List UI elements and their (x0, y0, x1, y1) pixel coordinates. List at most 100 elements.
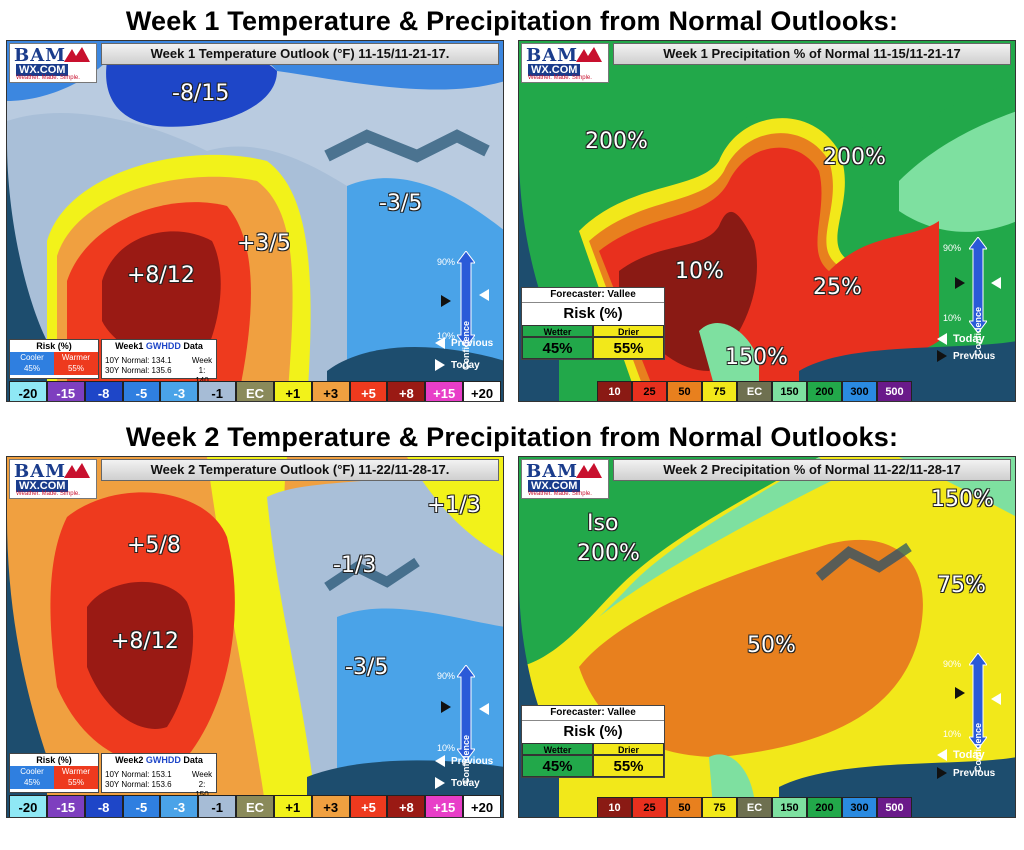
previous-button[interactable]: Previous (937, 350, 995, 362)
legend-cell: +8 (387, 795, 426, 817)
legend-cell: 25 (632, 381, 667, 401)
legend-cell: +3 (311, 795, 350, 817)
legend-cell: EC (737, 797, 772, 817)
map-label: 150% (725, 345, 788, 370)
confidence-scale: 90% 10% Confidence (939, 237, 1009, 356)
map-label: +8/12 (127, 263, 195, 288)
previous-button[interactable]: Previous (937, 767, 995, 779)
gwhdd-data-box: Week2 GWHDD Data 10Y Normal: 153.1 30Y No… (101, 753, 217, 799)
legend-cell: 75 (702, 381, 737, 401)
triangle-left-icon (435, 755, 445, 767)
confidence-scale: 90% 10% Confidence (427, 665, 497, 784)
legend-cell: -20 (9, 795, 47, 817)
legend-cell: 500 (877, 381, 912, 401)
legend-cell: -3 (160, 381, 199, 401)
legend-cell: -15 (46, 381, 85, 401)
precipitation-legend: 10 25 50 75 EC 150 200 300 500 (597, 797, 912, 817)
panel-title: Week 2 Precipitation % of Normal 11-22/1… (613, 459, 1011, 481)
map-label: +5/8 (127, 533, 181, 558)
week1-temperature-panel: BAM WX.COM Weather. Made. Simple. Week 1… (6, 40, 504, 402)
panel-title: Week 1 Precipitation % of Normal 11-15/1… (613, 43, 1011, 65)
triangle-right-icon (937, 350, 947, 362)
previous-button[interactable]: Previous (435, 337, 493, 349)
map-label: 200% (823, 145, 886, 170)
legend-cell: +1 (273, 381, 312, 401)
map-label: -1/3 (333, 553, 377, 578)
today-button[interactable]: Today (937, 333, 985, 345)
temperature-legend: -20 -15 -8 -5 -3 -1 EC +1 +3 +5 +8 +15 +20 (9, 381, 501, 401)
map-label: 75% (937, 573, 986, 598)
map-label: +3/5 (237, 231, 291, 256)
legend-cell: 200 (807, 797, 842, 817)
map-label: 200% (577, 541, 640, 566)
legend-cell: EC (236, 381, 274, 401)
today-button[interactable]: Today (937, 749, 985, 761)
map-label: 10% (675, 259, 724, 284)
legend-cell: 150 (772, 381, 807, 401)
week2-temperature-map (7, 457, 503, 817)
map-label: Iso (587, 511, 619, 536)
bam-logo: BAM WX.COM Weather. Made. Simple. (9, 459, 97, 499)
legend-cell: -20 (9, 381, 47, 401)
today-button[interactable]: Today (435, 777, 480, 789)
legend-cell: -5 (122, 381, 161, 401)
forecaster-risk-box: Forecaster: Vallee Risk (%) Wetter Drier … (521, 287, 665, 360)
bam-logo: BAM WX.COM Weather. Made. Simple. (521, 459, 609, 499)
map-label: -8/15 (172, 81, 230, 106)
legend-cell: -8 (84, 381, 123, 401)
triangle-right-icon (937, 767, 947, 779)
legend-cell: 50 (667, 797, 702, 817)
triangle-left-icon (937, 333, 947, 345)
legend-cell: -1 (198, 795, 237, 817)
map-label: 150% (931, 487, 994, 512)
legend-cell: 50 (667, 381, 702, 401)
legend-cell: +8 (387, 381, 426, 401)
bam-logo: BAM WX.COM Weather. Made. Simple. (521, 43, 609, 83)
map-label: 50% (747, 633, 796, 658)
week2-precipitation-panel: BAM WX.COM Weather. Made. Simple. Week 2… (518, 456, 1016, 818)
legend-cell: +20 (463, 381, 501, 401)
week2-temperature-panel: BAM WX.COM Weather. Made. Simple. Week 2… (6, 456, 504, 818)
map-label: 25% (813, 275, 862, 300)
bam-logo: BAM WX.COM Weather. Made. Simple. (9, 43, 97, 83)
legend-cell: -15 (46, 795, 85, 817)
legend-cell: 300 (842, 797, 877, 817)
legend-cell: 10 (597, 381, 632, 401)
previous-button[interactable]: Previous (435, 755, 493, 767)
legend-cell: -1 (198, 381, 237, 401)
panel-title: Week 2 Temperature Outlook (°F) 11-22/11… (101, 459, 499, 481)
legend-cell: -3 (160, 795, 199, 817)
legend-cell: 500 (877, 797, 912, 817)
confidence-scale: 90% 10% Confidence (939, 653, 1009, 772)
legend-cell: +15 (425, 795, 464, 817)
triangle-left-icon (937, 749, 947, 761)
week1-temperature-map (7, 41, 503, 401)
today-button[interactable]: Today (435, 359, 480, 371)
map-label: +1/3 (427, 493, 481, 518)
map-label: +8/12 (111, 629, 179, 654)
legend-cell: +1 (273, 795, 312, 817)
precipitation-legend: 10 25 50 75 EC 150 200 300 500 (597, 381, 912, 401)
legend-cell: 10 (597, 797, 632, 817)
legend-cell: -5 (122, 795, 161, 817)
legend-cell: +3 (311, 381, 350, 401)
legend-cell: 300 (842, 381, 877, 401)
week2-heading: Week 2 Temperature & Precipitation from … (125, 422, 899, 452)
triangle-right-icon (435, 359, 445, 371)
legend-cell: -8 (84, 795, 123, 817)
confidence-scale: 90% 10% Confidence (427, 251, 497, 370)
triangle-right-icon (435, 777, 445, 789)
legend-cell: EC (236, 795, 274, 817)
legend-cell: 75 (702, 797, 737, 817)
forecaster-risk-box: Forecaster: Vallee Risk (%) Wetter Drier … (521, 705, 665, 778)
panel-title: Week 1 Temperature Outlook (°F) 11-15/11… (101, 43, 499, 65)
legend-cell: +5 (349, 381, 388, 401)
legend-cell: +15 (425, 381, 464, 401)
temperature-legend: -20 -15 -8 -5 -3 -1 EC +1 +3 +5 +8 +15 +20 (9, 795, 501, 817)
risk-box: Risk (%) Cooler Warmer 45% 55% (9, 753, 99, 793)
legend-cell: +20 (463, 795, 501, 817)
gwhdd-data-box: Week1 GWHDD Data 10Y Normal: 134.1 30Y No… (101, 339, 217, 385)
legend-cell: 150 (772, 797, 807, 817)
risk-box: Risk (%) Cooler Warmer 45% 55% (9, 339, 99, 379)
week1-heading: Week 1 Temperature & Precipitation from … (125, 6, 899, 36)
